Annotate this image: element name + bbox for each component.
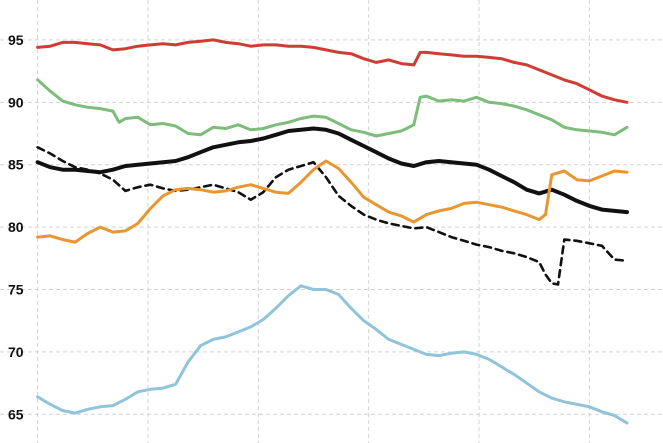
vertical-gridlines — [37, 0, 590, 443]
y-tick-label-70: 70 — [8, 344, 24, 360]
series-line-4 — [36, 159, 629, 244]
y-tick-label-80: 80 — [8, 219, 24, 235]
series-line-1 — [36, 78, 629, 138]
y-tick-label-85: 85 — [8, 157, 24, 173]
y-tick-label-65: 65 — [8, 406, 24, 422]
series-line-5 — [36, 284, 629, 425]
series-lines — [35, 38, 629, 425]
y-tick-label-75: 75 — [8, 282, 24, 298]
series-line-3 — [36, 146, 629, 286]
series-line-2 — [35, 126, 629, 215]
y-tick-label-95: 95 — [8, 32, 24, 48]
series-line-0 — [36, 38, 629, 104]
y-axis-tick-labels: 65 70 75 80 85 90 95 — [8, 32, 24, 422]
y-tick-label-90: 90 — [8, 94, 24, 110]
